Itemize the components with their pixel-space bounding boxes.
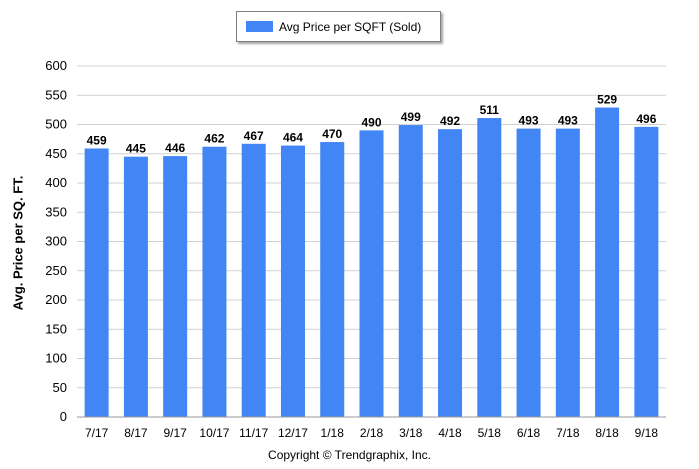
bar — [320, 142, 345, 418]
bar — [202, 146, 227, 418]
bar-value-label: 496 — [636, 112, 656, 126]
bar — [84, 148, 109, 418]
x-tick-label: 2/18 — [360, 426, 384, 440]
bar-value-label: 490 — [361, 115, 381, 129]
bar — [280, 145, 305, 417]
bar-value-label: 464 — [283, 131, 303, 145]
x-tick-label: 3/18 — [399, 426, 423, 440]
x-tick-label: 4/18 — [438, 426, 462, 440]
x-tick-label: 12/17 — [278, 426, 308, 440]
x-tick-labels: 7/17 8/17 9/17 10/17 11/17 12/17 1/18 2/18 3/18 4… — [85, 426, 658, 440]
data-labels: 459 445 446 462 467 464 470 490 499 492 511 493 493 5… — [87, 93, 657, 156]
y-tick-label: 250 — [45, 263, 67, 278]
y-tick-label: 0 — [60, 409, 67, 424]
y-tick-label: 300 — [45, 234, 67, 249]
x-tick-label: 1/18 — [321, 426, 345, 440]
bar-value-label: 445 — [126, 142, 146, 156]
bar-value-label: 493 — [558, 114, 578, 128]
bar — [123, 156, 148, 418]
bar-value-label: 529 — [597, 93, 617, 107]
y-tick-label: 600 — [45, 58, 67, 73]
x-tick-label: 9/18 — [635, 426, 659, 440]
x-tick-label: 11/17 — [239, 426, 268, 440]
y-tick-label: 500 — [45, 117, 67, 132]
bar — [555, 128, 580, 417]
y-axis-label: Avg. Price per SQ. FT. — [10, 175, 26, 311]
y-tick-label: 100 — [45, 351, 67, 366]
bar-value-label: 467 — [244, 129, 264, 143]
bar — [359, 130, 384, 417]
x-tick-label: 9/17 — [163, 426, 187, 440]
legend-label: Avg Price per SQFT (Sold) — [279, 19, 422, 34]
bar — [516, 128, 541, 417]
bar-value-label: 470 — [322, 127, 342, 141]
y-tick-label: 450 — [45, 146, 67, 161]
x-tick-label: 7/18 — [556, 426, 580, 440]
x-tick-label: 10/17 — [199, 426, 229, 440]
y-tick-label: 550 — [45, 87, 67, 102]
y-tick-label: 350 — [45, 204, 67, 219]
bar — [438, 129, 463, 417]
legend: Avg Price per SQFT (Sold) — [236, 11, 441, 42]
bar-value-label: 459 — [87, 133, 107, 147]
x-tick-label: 8/17 — [124, 426, 148, 440]
y-tick-label: 400 — [45, 175, 67, 190]
y-tick-label: 200 — [45, 292, 67, 307]
x-tick-label: 6/18 — [517, 426, 541, 440]
bar-value-label: 499 — [401, 110, 421, 124]
bar-value-label: 462 — [204, 132, 224, 146]
bar — [477, 118, 502, 417]
x-tick-label: 5/18 — [478, 426, 502, 440]
bar-value-label: 493 — [519, 114, 539, 128]
bar-value-label: 511 — [480, 103, 500, 117]
y-tick-labels: 0 50 100 150 200 250 300 350 400 450 500 550 600 — [45, 58, 67, 424]
bars — [84, 107, 659, 418]
bar — [241, 143, 266, 417]
copyright-footer: Copyright © Trendgraphix, Inc. — [268, 448, 431, 462]
y-tick-label: 50 — [53, 380, 67, 395]
bar — [595, 107, 620, 417]
y-tick-label: 150 — [45, 321, 67, 336]
bar — [634, 126, 659, 417]
x-tick-label: 8/18 — [595, 426, 619, 440]
x-tick-label: 7/17 — [85, 426, 109, 440]
bar-value-label: 492 — [440, 114, 460, 128]
bar — [163, 156, 188, 417]
bar — [398, 125, 423, 418]
legend-swatch — [246, 21, 273, 32]
bar-value-label: 446 — [165, 141, 185, 155]
